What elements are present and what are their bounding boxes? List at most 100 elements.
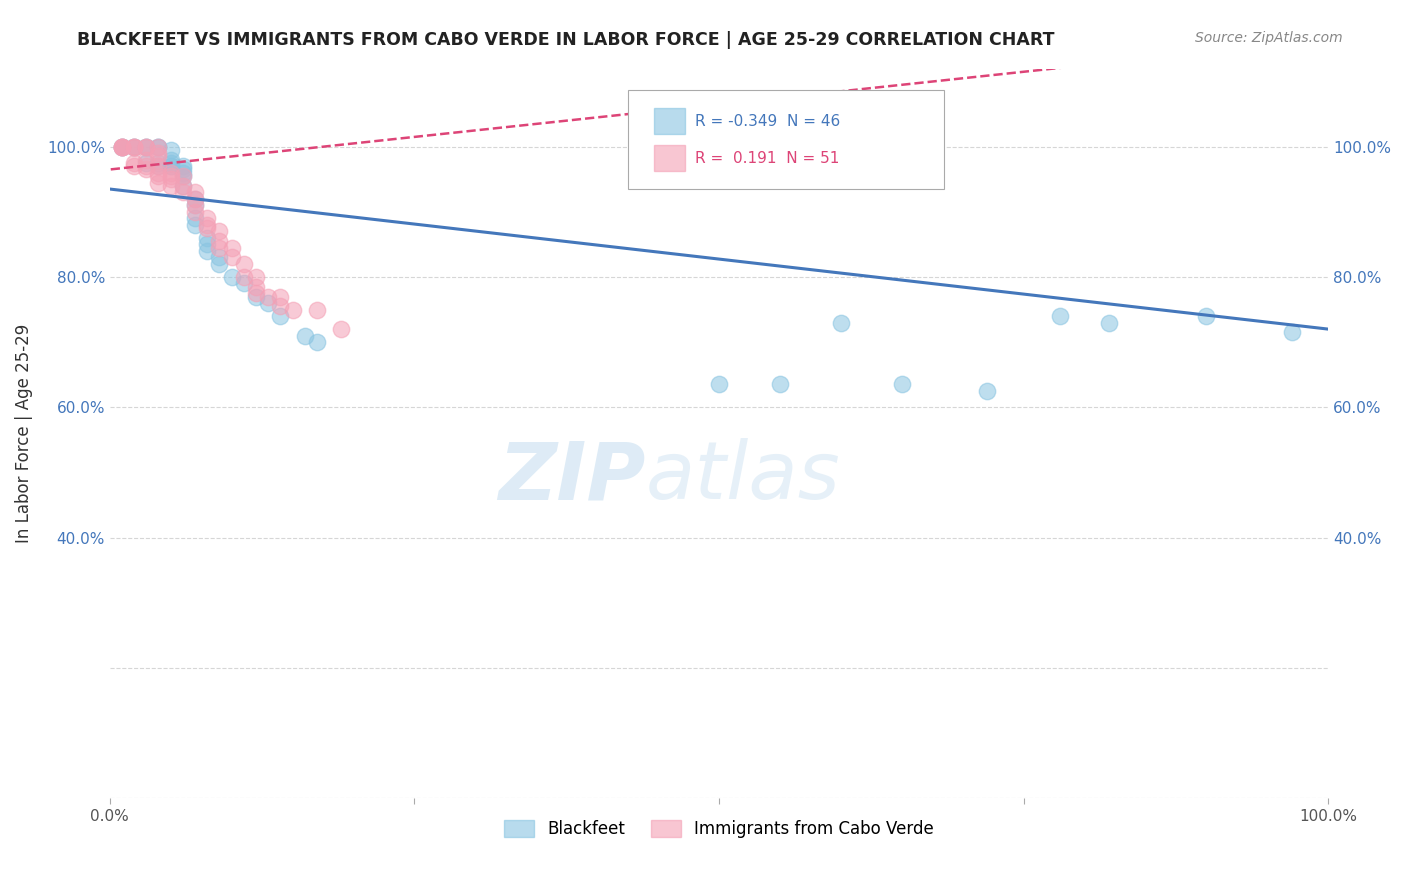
Point: [159, 156, 181, 170]
Point: [1049, 309, 1071, 323]
Point: [195, 244, 218, 258]
Point: [184, 192, 207, 206]
Point: [135, 159, 157, 173]
Point: [1098, 316, 1121, 330]
Text: atlas: atlas: [645, 438, 841, 516]
Point: [159, 143, 181, 157]
Point: [184, 198, 207, 212]
Point: [208, 224, 231, 238]
Point: [135, 162, 157, 177]
Point: [890, 377, 912, 392]
Point: [269, 309, 291, 323]
Point: [148, 146, 170, 161]
Point: [159, 159, 181, 173]
Text: ZIP: ZIP: [499, 438, 645, 516]
Point: [208, 234, 231, 248]
Point: [184, 198, 207, 212]
Point: [208, 241, 231, 255]
Point: [195, 237, 218, 252]
Point: [135, 139, 157, 153]
Point: [148, 166, 170, 180]
Point: [976, 384, 998, 398]
Point: [1195, 309, 1218, 323]
Point: [184, 186, 207, 200]
Point: [208, 251, 231, 265]
Point: [1281, 326, 1303, 340]
Point: [195, 218, 218, 232]
Point: [330, 322, 353, 336]
Point: [195, 221, 218, 235]
Point: [172, 186, 194, 200]
Point: [184, 211, 207, 226]
Point: [172, 162, 194, 177]
Y-axis label: In Labor Force | Age 25-29: In Labor Force | Age 25-29: [15, 324, 32, 543]
Point: [159, 178, 181, 193]
Point: [245, 289, 267, 303]
Point: [257, 289, 280, 303]
Point: [135, 153, 157, 167]
Point: [122, 139, 145, 153]
Point: [830, 316, 852, 330]
Point: [172, 169, 194, 183]
FancyBboxPatch shape: [654, 145, 685, 171]
Point: [769, 377, 792, 392]
Point: [148, 149, 170, 163]
Point: [122, 139, 145, 153]
Point: [148, 139, 170, 153]
Point: [257, 296, 280, 310]
Point: [172, 159, 194, 173]
FancyBboxPatch shape: [654, 108, 685, 135]
Point: [245, 286, 267, 301]
Text: R =  0.191  N = 51: R = 0.191 N = 51: [695, 151, 839, 166]
Point: [148, 139, 170, 153]
Point: [221, 270, 243, 285]
Point: [111, 139, 134, 153]
Point: [195, 211, 218, 226]
Point: [184, 192, 207, 206]
Point: [172, 178, 194, 193]
Text: Source: ZipAtlas.com: Source: ZipAtlas.com: [1195, 31, 1343, 45]
Text: R = -0.349  N = 46: R = -0.349 N = 46: [695, 113, 839, 128]
Point: [269, 299, 291, 313]
Point: [245, 279, 267, 293]
Point: [111, 139, 134, 153]
Point: [221, 251, 243, 265]
Point: [294, 328, 316, 343]
Point: [172, 166, 194, 180]
Point: [148, 139, 170, 153]
Point: [148, 159, 170, 173]
Point: [195, 231, 218, 245]
Point: [122, 139, 145, 153]
Point: [707, 377, 730, 392]
Point: [111, 139, 134, 153]
Point: [111, 139, 134, 153]
Point: [184, 204, 207, 219]
Point: [135, 156, 157, 170]
Point: [135, 139, 157, 153]
Point: [111, 139, 134, 153]
Point: [269, 289, 291, 303]
Point: [148, 159, 170, 173]
Point: [305, 302, 328, 317]
Point: [122, 156, 145, 170]
Point: [135, 139, 157, 153]
Point: [221, 241, 243, 255]
Point: [148, 176, 170, 190]
Point: [122, 159, 145, 173]
Point: [184, 218, 207, 232]
Point: [245, 270, 267, 285]
Point: [159, 153, 181, 167]
Point: [159, 169, 181, 183]
Point: [159, 159, 181, 173]
Point: [148, 169, 170, 183]
Point: [122, 139, 145, 153]
Legend: Blackfeet, Immigrants from Cabo Verde: Blackfeet, Immigrants from Cabo Verde: [498, 813, 941, 845]
Point: [281, 302, 304, 317]
Point: [159, 172, 181, 186]
Point: [208, 257, 231, 271]
Point: [232, 270, 254, 285]
Point: [232, 277, 254, 291]
Point: [305, 335, 328, 350]
Point: [172, 178, 194, 193]
Point: [148, 156, 170, 170]
